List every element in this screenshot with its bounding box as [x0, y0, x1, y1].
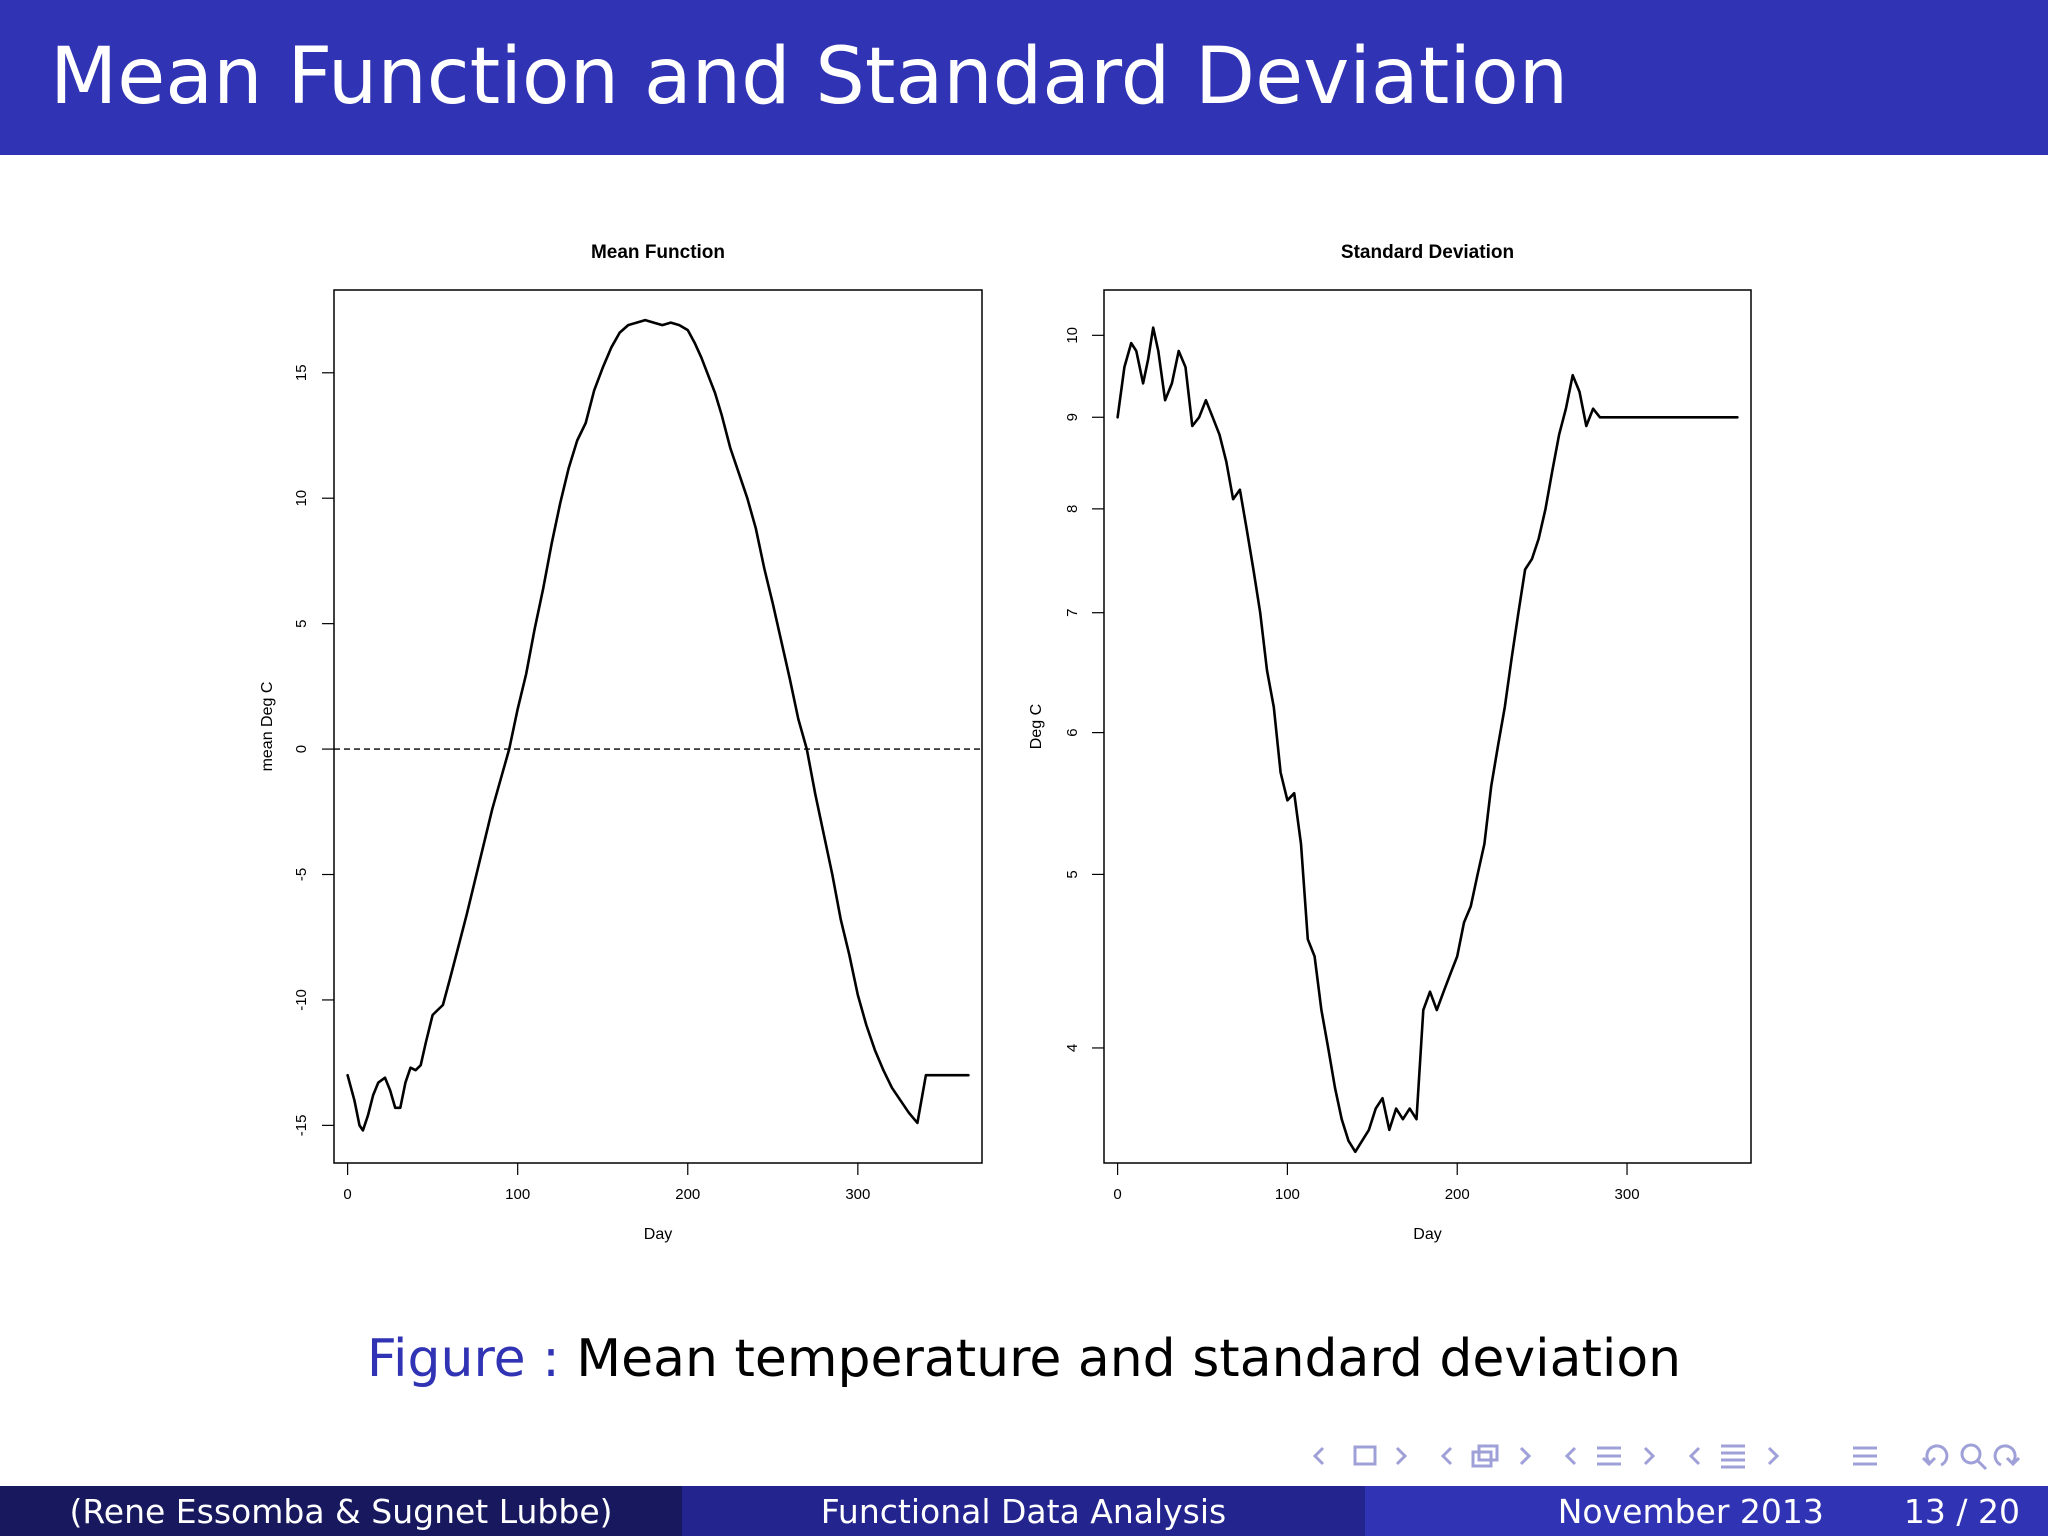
- slide-footer: (Rene Essomba & Sugnet Lubbe) Functional…: [0, 1486, 2048, 1536]
- x-tick-label: 200: [675, 1186, 700, 1203]
- chart-title: Mean Function: [591, 242, 725, 263]
- caption-text: Mean temperature and standard deviation: [576, 1329, 1682, 1389]
- x-tick-label: 200: [1445, 1186, 1470, 1203]
- y-tick-label: 9: [1064, 413, 1081, 421]
- y-tick-label: -10: [293, 989, 310, 1011]
- y-axis-label: Deg C: [1028, 704, 1045, 749]
- undo-icon[interactable]: [1921, 1444, 1949, 1467]
- section-nav[interactable]: [1564, 1446, 1656, 1466]
- y-tick-label: 4: [1064, 1044, 1081, 1052]
- frame-icon[interactable]: [1353, 1445, 1377, 1466]
- x-tick-label: 100: [1275, 1186, 1300, 1203]
- footer-page-number: 13 / 20: [1903, 1491, 2020, 1531]
- footer-right: November 2013 13 / 20: [1365, 1486, 2048, 1536]
- right-arrow-icon[interactable]: [1395, 1446, 1408, 1466]
- figure-caption: Figure : Mean temperature and standard d…: [0, 1328, 2048, 1390]
- y-tick-label: -15: [293, 1115, 310, 1137]
- y-tick-label: 5: [1064, 870, 1081, 878]
- x-tick-label: 0: [1113, 1186, 1121, 1203]
- plot-frame: [333, 289, 983, 1164]
- series-line: [346, 318, 970, 1132]
- y-tick-label: 10: [1064, 327, 1081, 344]
- footer-talk-title: Functional Data Analysis: [682, 1486, 1365, 1536]
- plot-frame: [1103, 289, 1752, 1164]
- y-tick-label: 6: [1064, 728, 1081, 736]
- x-tick-label: 300: [1615, 1186, 1640, 1203]
- x-axis-label: Day: [1413, 1226, 1441, 1243]
- series-line: [1116, 326, 1739, 1154]
- section-icon[interactable]: [1597, 1446, 1621, 1466]
- doc-nav[interactable]: [1688, 1444, 1780, 1469]
- footer-authors: (Rene Essomba & Sugnet Lubbe): [0, 1486, 682, 1536]
- zoom-icon[interactable]: [1960, 1443, 1988, 1471]
- x-axis-label: Day: [644, 1226, 672, 1243]
- y-tick-label: 7: [1064, 609, 1081, 617]
- caption-label: Figure :: [366, 1329, 560, 1389]
- footer-date: November 2013: [1557, 1491, 1824, 1531]
- slide-title: Mean Function and Standard Deviation: [50, 32, 1569, 122]
- y-tick-label: 5: [293, 619, 310, 627]
- x-tick-label: 100: [505, 1186, 530, 1203]
- chart-title: Standard Deviation: [1341, 242, 1514, 263]
- y-tick-label: 15: [293, 364, 310, 381]
- appendix-icon[interactable]: [1853, 1446, 1877, 1466]
- left-arrow-icon[interactable]: [1312, 1446, 1325, 1466]
- subsection-nav[interactable]: [1440, 1444, 1532, 1468]
- slide-header: Mean Function and Standard Deviation: [0, 0, 2048, 155]
- beamer-navigation: [1312, 1443, 2021, 1471]
- frame-nav[interactable]: [1312, 1445, 1408, 1466]
- y-axis-label: mean Deg C: [259, 682, 276, 772]
- x-tick-label: 300: [845, 1186, 870, 1203]
- x-tick-label: 0: [343, 1186, 351, 1203]
- toc-icon[interactable]: [1721, 1444, 1745, 1469]
- y-tick-label: 0: [293, 745, 310, 753]
- y-tick-label: 10: [293, 490, 310, 507]
- y-tick-label: 8: [1064, 505, 1081, 513]
- y-tick-label: -5: [293, 868, 310, 881]
- redo-icon[interactable]: [1993, 1444, 2021, 1467]
